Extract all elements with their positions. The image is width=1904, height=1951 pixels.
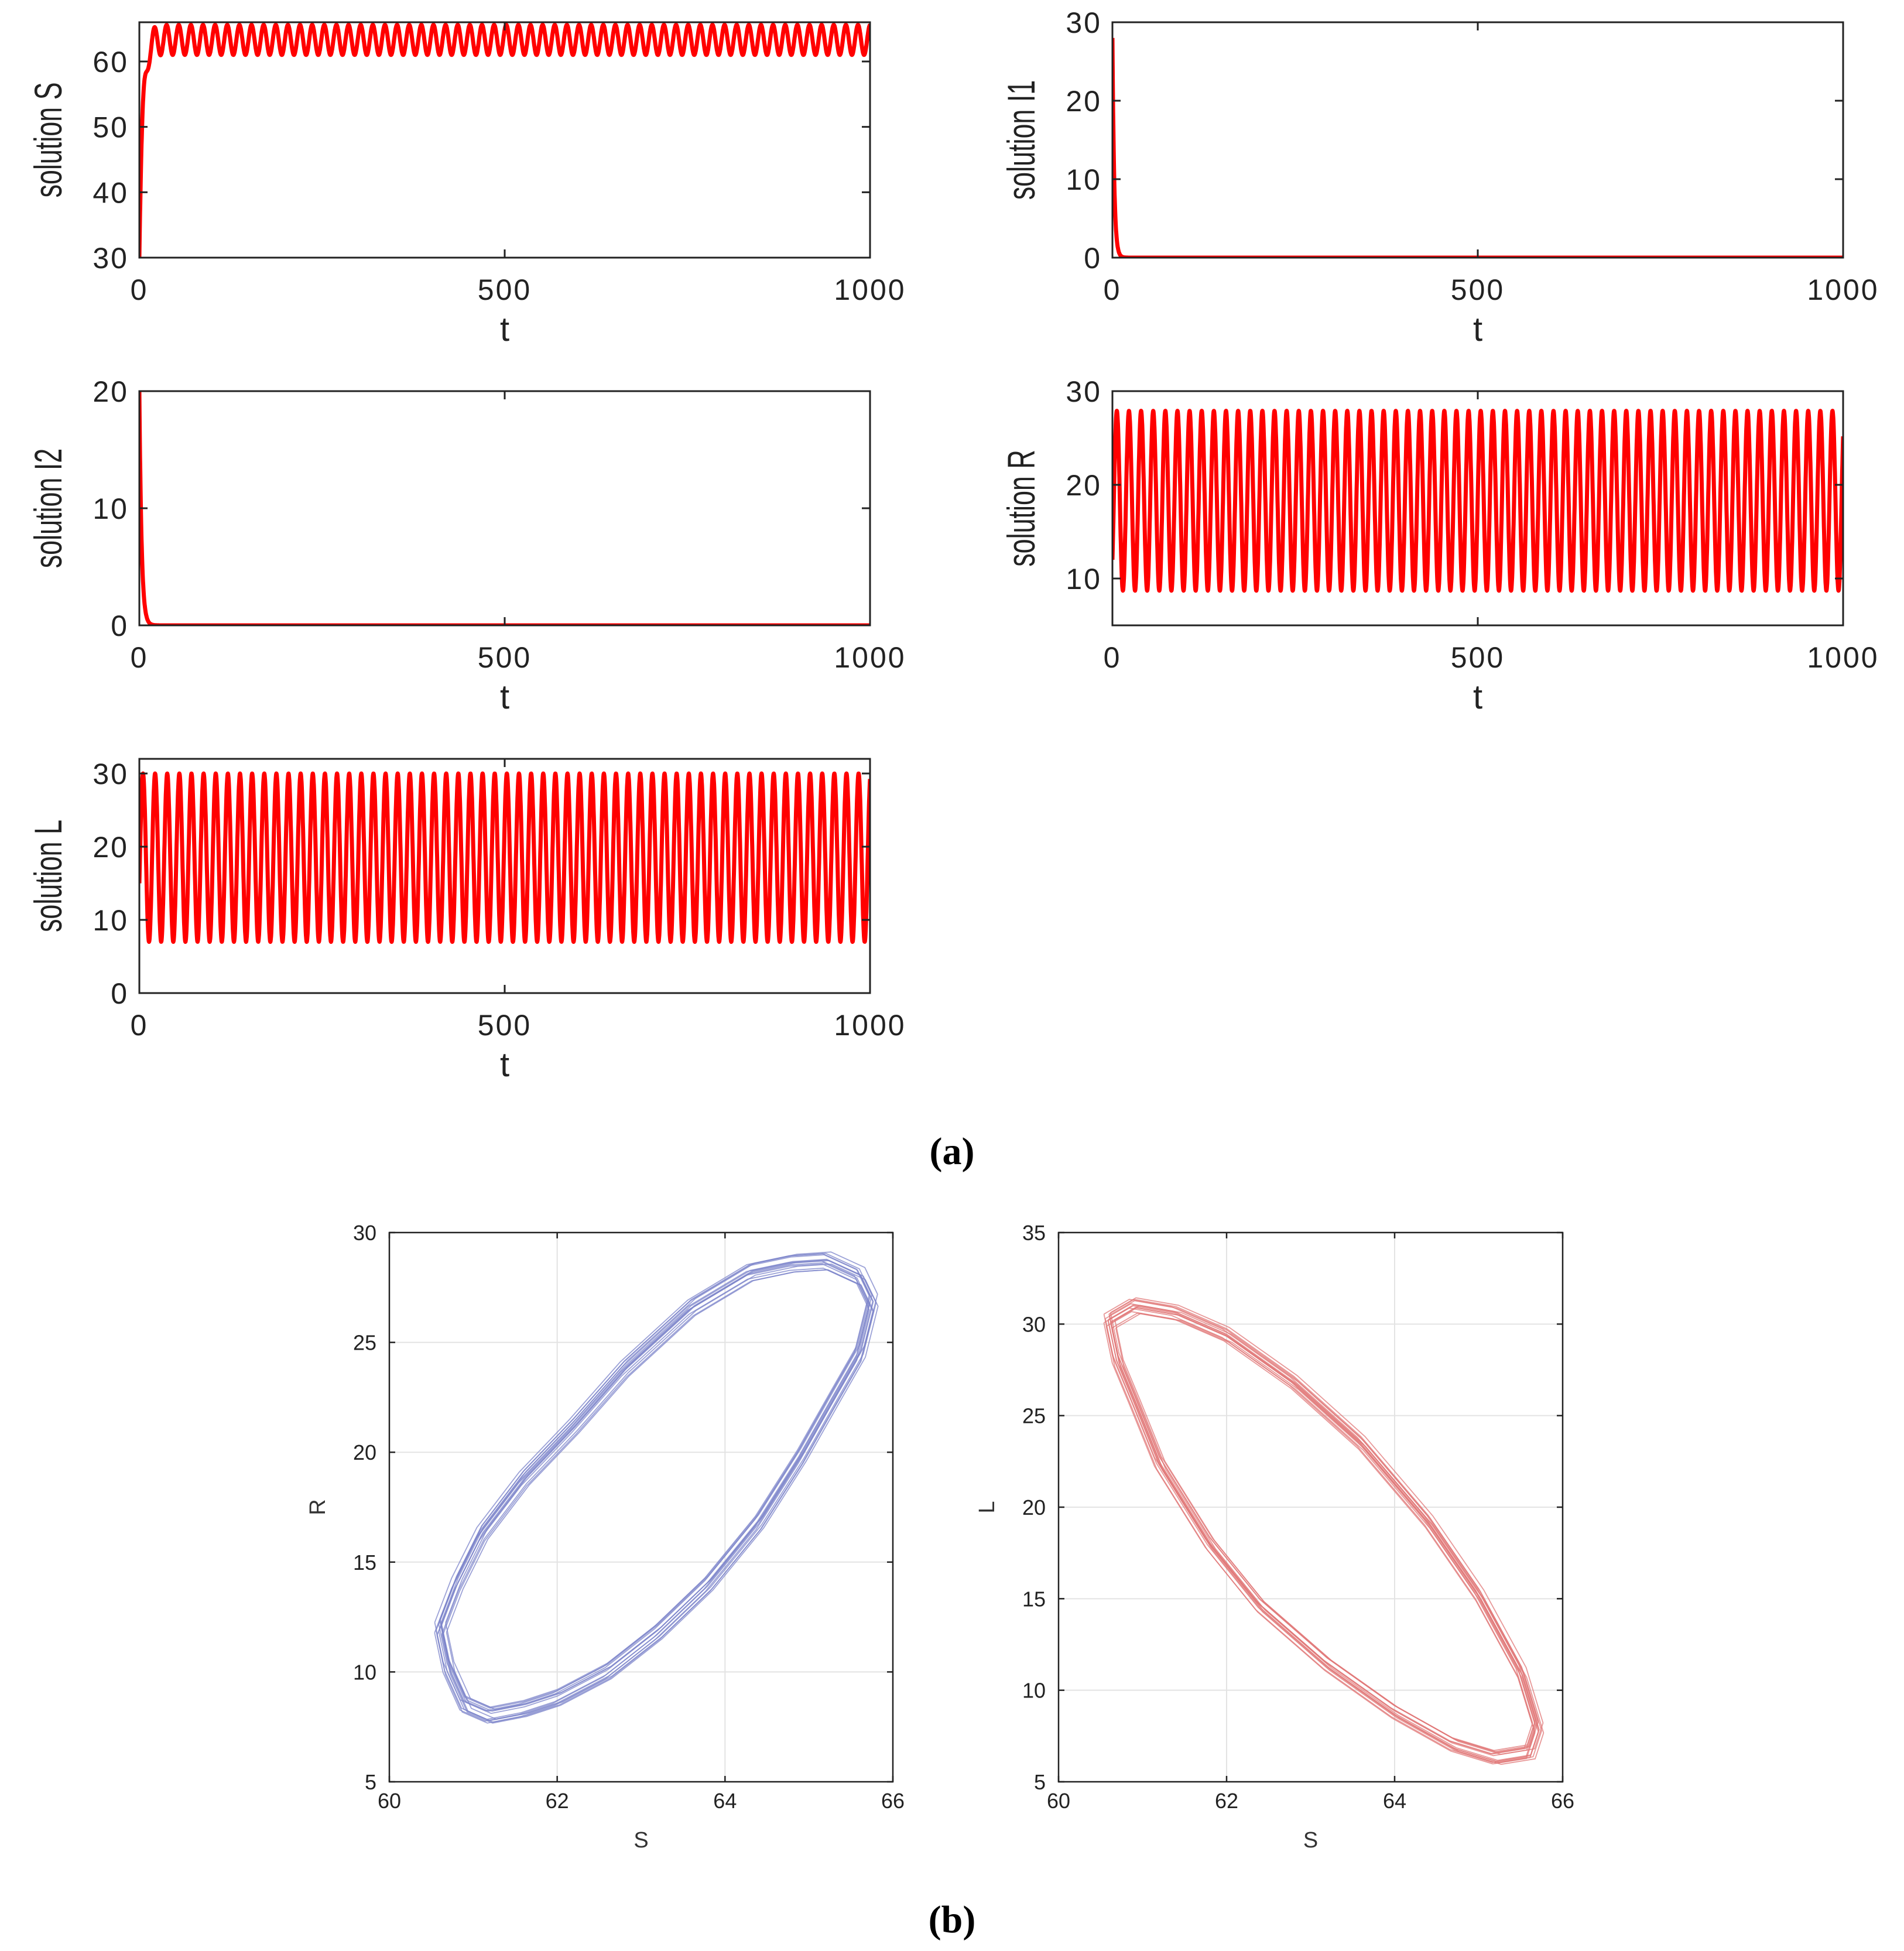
y-axis-label: L — [975, 1501, 999, 1513]
y-tick-label: 20 — [93, 831, 129, 864]
trajectory-line — [1107, 1304, 1542, 1763]
trajectory-line — [441, 1263, 879, 1724]
x-tick-label: 1000 — [1807, 641, 1879, 674]
trajectory-bundle — [434, 1251, 879, 1724]
y-tick-label: 30 — [1066, 375, 1102, 408]
x-tick-label: 64 — [713, 1789, 737, 1813]
y-tick-label: 30 — [93, 758, 129, 790]
y-tick-label: 25 — [1022, 1404, 1046, 1428]
x-tick-label: 62 — [1215, 1789, 1238, 1813]
trajectory-line — [1115, 1313, 1540, 1761]
trajectory-line — [440, 1262, 870, 1714]
x-axis-label: t — [1473, 678, 1482, 716]
y-axis-label: R — [306, 1499, 330, 1515]
x-tick-label: 500 — [478, 1009, 532, 1042]
x-axis-label: t — [1473, 310, 1482, 348]
y-tick-label: 30 — [93, 242, 129, 275]
y-tick-label: 0 — [111, 610, 129, 642]
series-line-r — [1112, 409, 1843, 593]
chart-i1: 0 500 1000 0 10 20 30 t solution I1 — [999, 6, 1879, 348]
y-tick-label: 5 — [365, 1770, 376, 1794]
x-tick-label: 60 — [1047, 1789, 1070, 1813]
y-axis-label: solution L — [26, 820, 70, 932]
y-axis-label: solution I1 — [999, 80, 1043, 200]
x-tick-label: 0 — [131, 641, 149, 674]
y-tick-label: 60 — [93, 46, 129, 78]
trajectory-line — [436, 1267, 870, 1724]
y-tick-label: 20 — [1066, 85, 1102, 118]
x-axis-label: t — [500, 1046, 509, 1084]
y-tick-label: 10 — [1066, 563, 1102, 595]
trajectory-line — [446, 1269, 874, 1720]
x-axis-label: S — [633, 1828, 648, 1853]
caption-a: (a) — [930, 1130, 975, 1173]
x-tick-label: 1000 — [834, 641, 906, 674]
trajectory-line — [1109, 1297, 1544, 1755]
y-tick-label: 10 — [93, 904, 129, 937]
chart-i2: 0 500 1000 0 10 20 t solution I2 — [26, 375, 906, 716]
x-tick-label: 62 — [546, 1789, 569, 1813]
chart-r: 0 500 1000 10 20 30 t solution R — [999, 375, 1879, 716]
y-tick-label: 15 — [353, 1550, 376, 1575]
x-tick-label: 1000 — [1807, 273, 1879, 306]
chart-l: 0 500 1000 0 10 20 30 t solution L — [26, 758, 906, 1084]
y-tick-label: 20 — [353, 1440, 376, 1464]
y-tick-label: 0 — [111, 977, 129, 1010]
x-tick-label: 66 — [1551, 1789, 1574, 1813]
trajectory-line — [1109, 1307, 1536, 1757]
trajectory-bundle — [1103, 1297, 1545, 1765]
x-tick-label: 1000 — [834, 273, 906, 306]
x-axis-label: t — [500, 678, 509, 716]
x-tick-label: 66 — [881, 1789, 905, 1813]
y-axis-label: solution I2 — [26, 449, 70, 569]
chart-phase-sl: 60 62 64 66 5 10 15 20 25 30 35 S L — [975, 1221, 1574, 1853]
y-tick-label: 20 — [1066, 469, 1102, 502]
trajectory-line — [440, 1254, 871, 1708]
axes-frame — [388, 1231, 894, 1783]
trajectory-line — [1109, 1300, 1536, 1751]
y-tick-label: 10 — [1022, 1679, 1046, 1703]
y-tick-label: 5 — [1034, 1770, 1046, 1794]
y-tick-label: 20 — [1022, 1495, 1046, 1519]
y-tick-label: 20 — [93, 375, 129, 408]
y-tick-label: 25 — [353, 1331, 376, 1355]
x-tick-label: 500 — [1451, 641, 1505, 674]
y-tick-label: 10 — [1066, 163, 1102, 196]
caption-b: (b) — [929, 1898, 976, 1941]
y-tick-label: 35 — [1022, 1221, 1046, 1245]
x-tick-label: 500 — [478, 641, 532, 674]
y-tick-label: 10 — [93, 492, 129, 525]
trajectory-line — [1103, 1307, 1535, 1764]
y-axis-label: solution R — [999, 450, 1043, 567]
y-tick-label: 50 — [93, 111, 129, 144]
y-tick-label: 40 — [93, 176, 129, 209]
y-tick-label: 30 — [1066, 6, 1102, 39]
y-tick-label: 15 — [1022, 1587, 1046, 1611]
x-tick-label: 1000 — [834, 1009, 906, 1042]
y-tick-label: 30 — [353, 1221, 376, 1245]
x-axis-label: S — [1303, 1828, 1318, 1853]
chart-s: 0 500 1000 30 40 50 60 t solution S — [26, 21, 906, 348]
x-tick-label: 0 — [131, 1009, 149, 1042]
chart-phase-sr: 60 62 64 66 5 10 15 20 25 30 S R — [306, 1221, 905, 1853]
x-tick-label: 0 — [1104, 273, 1122, 306]
y-tick-label: 0 — [1084, 242, 1102, 275]
series-line-l — [139, 771, 870, 944]
x-tick-label: 500 — [478, 273, 532, 306]
x-tick-label: 64 — [1383, 1789, 1406, 1813]
x-axis-label: t — [500, 310, 509, 348]
y-tick-label: 10 — [353, 1660, 376, 1684]
x-tick-label: 0 — [1104, 641, 1122, 674]
x-tick-label: 60 — [378, 1789, 401, 1813]
y-tick-label: 30 — [1022, 1312, 1046, 1336]
x-tick-label: 0 — [131, 273, 149, 306]
y-axis-label: solution S — [26, 82, 70, 197]
x-tick-label: 500 — [1451, 273, 1505, 306]
